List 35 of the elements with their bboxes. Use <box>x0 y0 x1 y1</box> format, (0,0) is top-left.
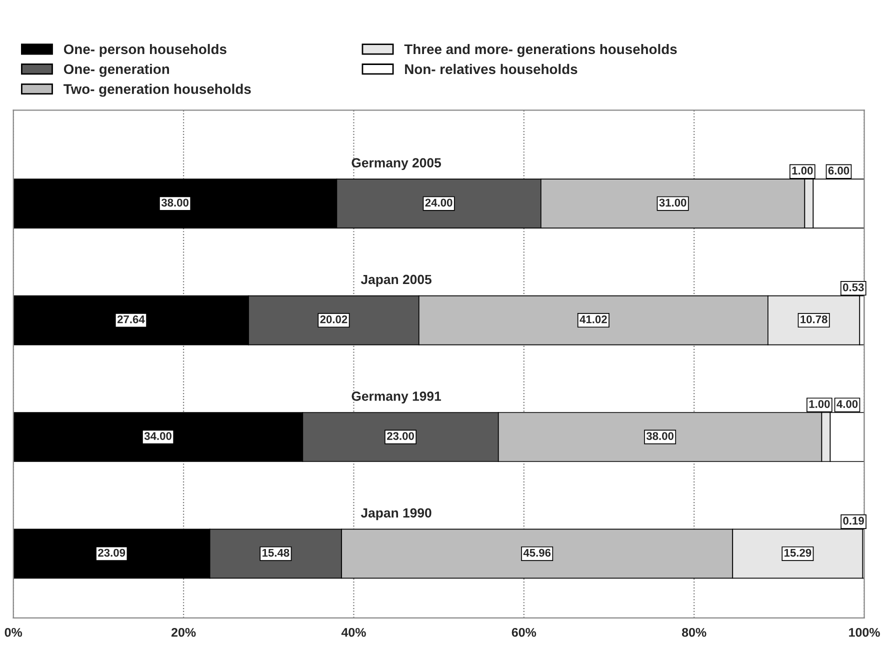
data-label: 27.64 <box>117 315 145 324</box>
legend-label: Two- generation households <box>64 84 251 97</box>
data-label: 38.00 <box>646 432 674 440</box>
x-tick-label: 100% <box>849 628 880 637</box>
legend-label: Three and more- generations households <box>404 44 677 57</box>
data-label: 45.96 <box>523 548 551 557</box>
data-label: 31.00 <box>659 198 686 207</box>
legend-label: Non- relatives households <box>405 64 578 74</box>
y-tick-label: Japan 1990 <box>360 508 432 520</box>
data-label: 23.00 <box>387 432 414 440</box>
data-label: 0.53 <box>843 283 864 292</box>
x-tick-label: 40% <box>341 628 366 637</box>
x-tick-label: 80% <box>682 628 706 637</box>
legend-label: One- generation <box>64 64 169 77</box>
legend-label: One- person households <box>64 44 226 57</box>
data-label: 4.00 <box>836 400 858 408</box>
data-label: 6.00 <box>828 166 850 175</box>
data-label: 15.29 <box>784 548 812 557</box>
y-tick-label: Germany 2005 <box>352 158 442 170</box>
data-label: 34.00 <box>144 432 172 440</box>
y-tick-label: Japan 2005 <box>360 274 432 287</box>
x-tick-label: 20% <box>171 628 196 637</box>
x-tick-label: 60% <box>512 628 536 637</box>
data-label: 38.00 <box>161 198 188 207</box>
data-label: 0.19 <box>843 516 864 525</box>
x-tick-label: 0% <box>4 628 22 637</box>
data-label: 15.48 <box>262 548 290 557</box>
data-label: 20.02 <box>320 315 348 324</box>
data-label: 41.02 <box>580 315 607 324</box>
data-label: 10.78 <box>800 315 828 324</box>
data-label: 23.09 <box>98 548 126 557</box>
data-label: 1.00 <box>792 166 813 175</box>
data-label: 1.00 <box>809 400 830 408</box>
y-tick-label: Germany 1991 <box>352 392 442 404</box>
data-label: 24.00 <box>425 198 452 207</box>
